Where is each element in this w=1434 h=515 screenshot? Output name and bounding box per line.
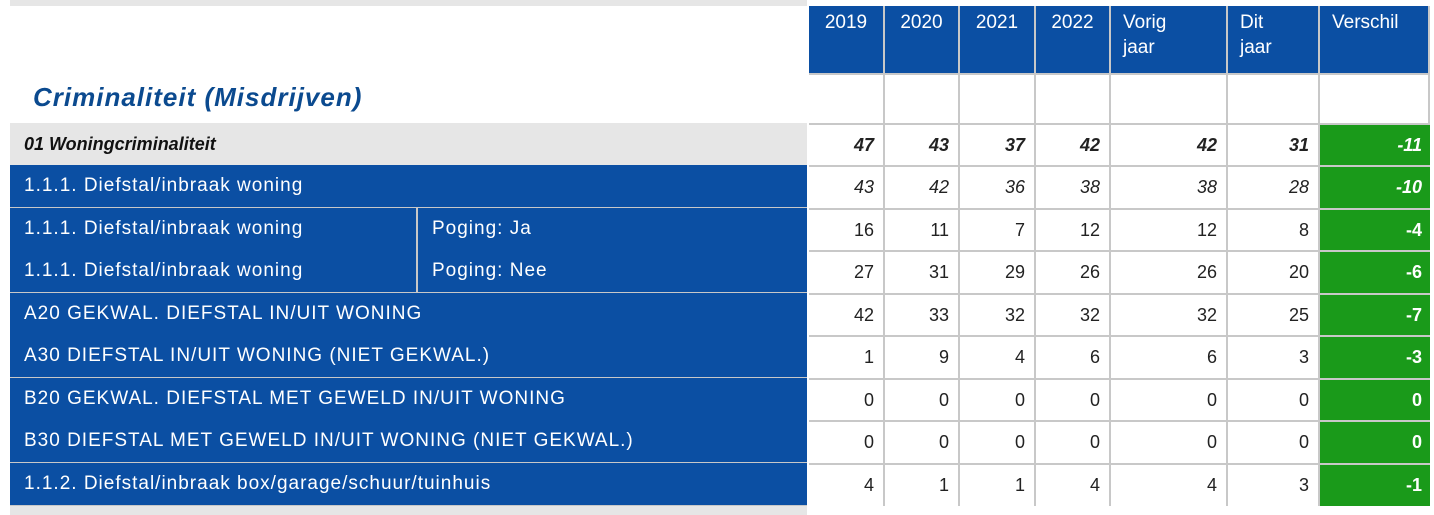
value-cell: 3 <box>1228 463 1320 506</box>
value-cell: 25 <box>1228 293 1320 336</box>
difference-cell: -6 <box>1320 250 1430 293</box>
header-spacer-cell <box>960 73 1036 123</box>
column-header: 2021 <box>960 6 1036 73</box>
row-sublabel: Poging: Nee <box>416 250 807 292</box>
value-cell: 16 <box>809 208 885 251</box>
value-cell: 0 <box>1111 378 1228 421</box>
difference-cell: -7 <box>1320 293 1430 336</box>
difference-cell: -11 <box>1320 123 1430 166</box>
value-cell: 31 <box>885 250 960 293</box>
value-cell: 0 <box>885 378 960 421</box>
value-cell: 1 <box>809 335 885 378</box>
value-cell: 4 <box>809 463 885 506</box>
value-cell: 0 <box>809 420 885 463</box>
difference-cell: 0 <box>1320 378 1430 421</box>
row-label: B20 GEKWAL. DIEFSTAL MET GEWELD IN/UIT W… <box>10 378 807 420</box>
top-gray-bar <box>10 0 807 6</box>
value-cell: 0 <box>1036 420 1111 463</box>
header-spacer-cell <box>1111 73 1228 123</box>
value-cell: 6 <box>1111 335 1228 378</box>
value-cell: 47 <box>809 123 885 166</box>
group-label: 01 Woningcriminaliteit <box>10 123 807 165</box>
value-cell: 4 <box>1036 463 1111 506</box>
header-spacer-cell <box>1036 73 1111 123</box>
value-cell: 0 <box>885 420 960 463</box>
value-cell: 12 <box>1111 208 1228 251</box>
column-header: Vorig jaar <box>1111 6 1228 73</box>
value-cell: 8 <box>1228 208 1320 251</box>
row-label: A20 GEKWAL. DIEFSTAL IN/UIT WONING <box>10 293 807 335</box>
header-spacer-cell <box>1228 73 1320 123</box>
value-cell: 4 <box>960 335 1036 378</box>
value-cell: 42 <box>1036 123 1111 166</box>
difference-cell: -4 <box>1320 208 1430 251</box>
difference-cell: -1 <box>1320 463 1430 506</box>
header-spacer-cell <box>885 73 960 123</box>
column-header: 2020 <box>885 6 960 73</box>
value-cell: 0 <box>1228 378 1320 421</box>
value-cell: 36 <box>960 165 1036 208</box>
value-cell: 12 <box>1036 208 1111 251</box>
value-cell: 0 <box>1228 420 1320 463</box>
value-cell: 7 <box>960 208 1036 251</box>
value-cell: 26 <box>1111 250 1228 293</box>
value-cell: 31 <box>1228 123 1320 166</box>
value-cell: 0 <box>809 378 885 421</box>
header-spacer-cell <box>809 73 885 123</box>
value-cell: 32 <box>1036 293 1111 336</box>
column-header: Dit jaar <box>1228 6 1320 73</box>
value-cell: 43 <box>809 165 885 208</box>
value-cell: 32 <box>960 293 1036 336</box>
value-cell: 0 <box>960 378 1036 421</box>
difference-cell: -3 <box>1320 335 1430 378</box>
value-cell: 37 <box>960 123 1036 166</box>
value-cell: 9 <box>885 335 960 378</box>
row-label: A30 DIEFSTAL IN/UIT WONING (NIET GEKWAL.… <box>10 335 807 377</box>
row-label: 1.1.2. Diefstal/inbraak box/garage/schuu… <box>10 463 807 505</box>
value-cell: 6 <box>1036 335 1111 378</box>
value-cell: 1 <box>960 463 1036 506</box>
difference-cell: -10 <box>1320 165 1430 208</box>
value-cell: 42 <box>1111 123 1228 166</box>
header-spacer-cell <box>1320 73 1430 123</box>
value-cell: 0 <box>1036 378 1111 421</box>
value-cell: 0 <box>1111 420 1228 463</box>
value-cell: 42 <box>809 293 885 336</box>
value-cell: 38 <box>1111 165 1228 208</box>
value-cell: 1 <box>885 463 960 506</box>
row-label: 1.1.1. Diefstal/inbraak woning <box>10 208 416 250</box>
difference-cell: 0 <box>1320 420 1430 463</box>
column-header: Verschil <box>1320 6 1430 73</box>
bottom-gray-strip <box>10 506 807 515</box>
row-sublabel: Poging: Ja <box>416 208 807 250</box>
value-cell: 42 <box>885 165 960 208</box>
row-label: 1.1.1. Diefstal/inbraak woning <box>10 250 416 292</box>
value-cell: 11 <box>885 208 960 251</box>
value-cell: 4 <box>1111 463 1228 506</box>
value-cell: 43 <box>885 123 960 166</box>
page-title: Criminaliteit (Misdrijven) <box>33 82 363 112</box>
value-cell: 29 <box>960 250 1036 293</box>
value-cell: 38 <box>1036 165 1111 208</box>
row-label: B30 DIEFSTAL MET GEWELD IN/UIT WONING (N… <box>10 420 807 462</box>
value-cell: 20 <box>1228 250 1320 293</box>
value-cell: 26 <box>1036 250 1111 293</box>
value-cell: 33 <box>885 293 960 336</box>
column-header: 2019 <box>809 6 885 73</box>
value-cell: 32 <box>1111 293 1228 336</box>
column-header: 2022 <box>1036 6 1111 73</box>
value-cell: 27 <box>809 250 885 293</box>
value-cell: 0 <box>960 420 1036 463</box>
row-label: 1.1.1. Diefstal/inbraak woning <box>10 165 807 207</box>
value-cell: 28 <box>1228 165 1320 208</box>
value-cell: 3 <box>1228 335 1320 378</box>
